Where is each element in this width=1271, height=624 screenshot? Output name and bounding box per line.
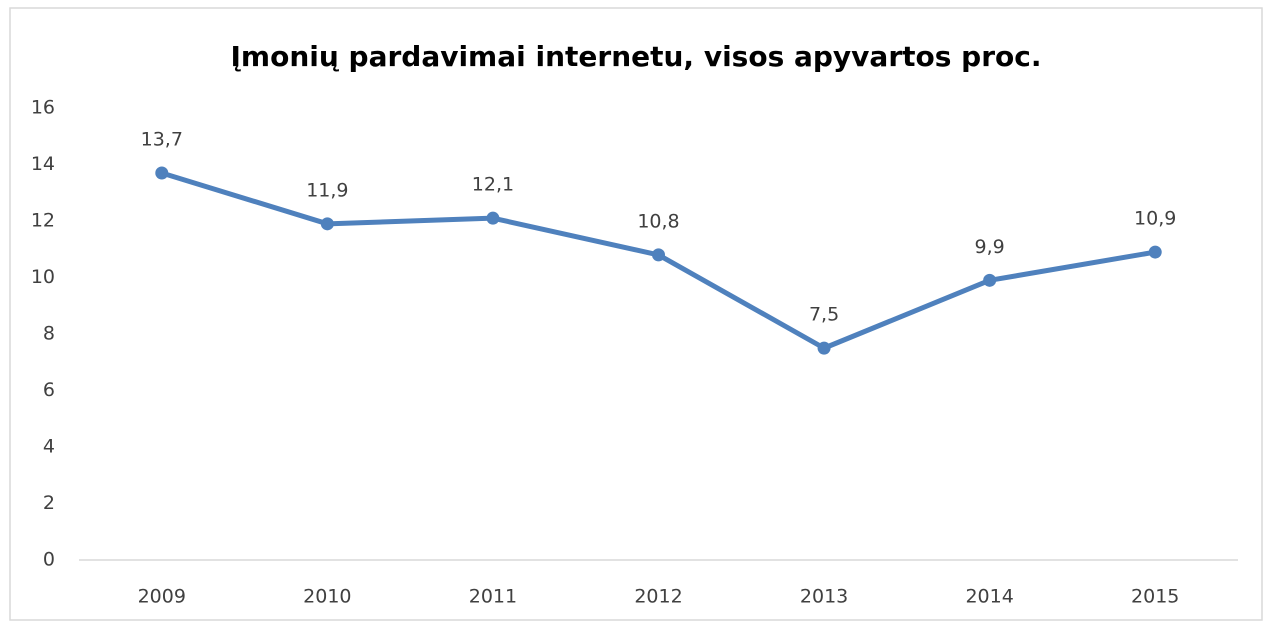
y-tick-label: 2 bbox=[43, 492, 55, 514]
data-label: 10,9 bbox=[1134, 208, 1176, 230]
y-tick-label: 6 bbox=[43, 379, 55, 401]
data-point bbox=[320, 217, 334, 231]
x-tick-label: 2015 bbox=[1131, 586, 1179, 608]
x-tick-label: 2012 bbox=[634, 586, 682, 608]
y-tick-label: 8 bbox=[43, 323, 55, 345]
y-tick-label: 12 bbox=[31, 210, 55, 232]
data-point bbox=[652, 248, 665, 262]
x-tick-label: 2011 bbox=[469, 586, 517, 608]
data-point bbox=[1148, 245, 1162, 259]
data-label: 12,1 bbox=[472, 174, 514, 196]
chart-title: Įmonių pardavimai internetu, visos apyva… bbox=[230, 40, 1041, 73]
y-tick-label: 14 bbox=[31, 153, 55, 175]
data-label: 9,9 bbox=[975, 236, 1005, 258]
data-point bbox=[983, 273, 997, 287]
data-point bbox=[817, 341, 831, 355]
y-tick-label: 16 bbox=[31, 97, 55, 119]
x-tick-label: 2013 bbox=[800, 586, 848, 608]
data-point bbox=[155, 166, 169, 180]
y-tick-label: 4 bbox=[43, 436, 55, 458]
y-tick-label: 0 bbox=[43, 549, 55, 571]
y-tick-label: 10 bbox=[31, 266, 55, 288]
chart-border bbox=[9, 7, 1263, 621]
data-label: 7,5 bbox=[809, 304, 839, 326]
data-point bbox=[486, 211, 500, 225]
x-tick-label: 2014 bbox=[965, 586, 1013, 608]
x-tick-label: 2009 bbox=[138, 586, 186, 608]
data-label: 11,9 bbox=[306, 179, 348, 201]
data-label: 10,8 bbox=[637, 210, 679, 232]
data-label: 13,7 bbox=[141, 128, 183, 150]
x-tick-label: 2010 bbox=[303, 586, 351, 608]
